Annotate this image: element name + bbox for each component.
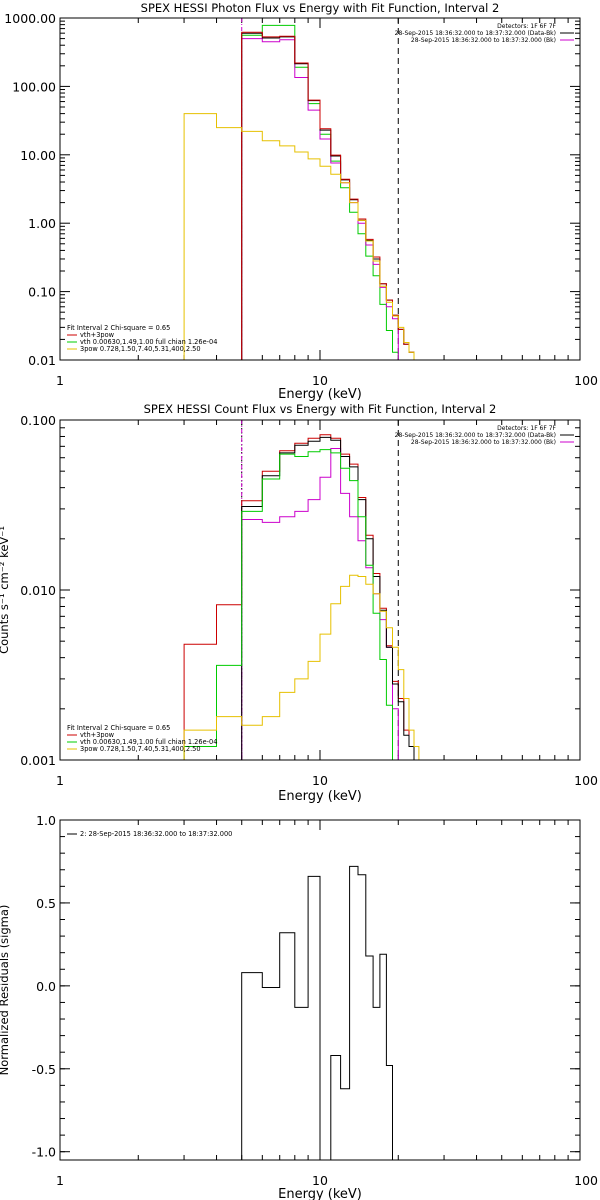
y-tick-label: 1000.00	[4, 11, 56, 26]
x-tick-label: 1	[56, 773, 64, 788]
series-histogram-2	[241, 32, 415, 360]
y-tick-label: 0.10	[28, 285, 56, 300]
legend-entry: 2: 28-Sep-2015 18:36:32.000 to 18:37:32.…	[80, 830, 232, 838]
x-axis-label: Energy (keV)	[278, 387, 362, 402]
series-histogram-1	[241, 448, 399, 760]
chart-1: SPEX HESSI Photon Flux vs Energy with Fi…	[4, 1, 598, 402]
legend-entry: 3pow 0.728,1.50,7.40,5.31,400,2.50	[80, 345, 201, 353]
y-tick-label: 0.0	[36, 979, 56, 994]
x-tick-label: 100	[574, 1173, 598, 1188]
y-axis-label: Counts s⁻¹ cm⁻² keV⁻¹	[0, 526, 11, 654]
chart-2: SPEX HESSI Count Flux vs Energy with Fit…	[0, 402, 598, 804]
chart-title: SPEX HESSI Count Flux vs Energy with Fit…	[144, 402, 497, 416]
y-tick-label: -0.5	[32, 1062, 56, 1077]
x-tick-label: 10	[312, 1173, 328, 1188]
x-axis-label: Energy (keV)	[278, 789, 362, 804]
legend-entry: Fit Interval 2 Chi-square = 0.65	[67, 724, 170, 732]
legend-entry: vth+3pow	[80, 731, 115, 739]
chart-title: SPEX HESSI Photon Flux vs Energy with Fi…	[141, 1, 500, 15]
x-tick-label: 100	[574, 773, 598, 788]
y-axis-label: Normalized Residuals (sigma)	[0, 905, 11, 1076]
series-histogram-1	[241, 38, 399, 360]
legend-entry: Fit Interval 2 Chi-square = 0.65	[67, 324, 170, 332]
legend-entry: vth 0.00630,1.49,1.00 full chian 1.26e-0…	[80, 338, 217, 346]
plot-frame	[59, 819, 581, 1161]
y-tick-label: 100.00	[12, 79, 56, 94]
y-tick-label: 1.00	[28, 216, 56, 231]
series-histogram-0	[241, 865, 393, 1161]
x-tick-label: 10	[312, 773, 328, 788]
series-histogram-2	[241, 436, 415, 760]
legend-entry: vth 0.00630,1.49,1.00 full chian 1.26e-0…	[80, 738, 217, 746]
y-tick-label: 10.00	[20, 148, 56, 163]
x-tick-label: 1	[56, 1173, 64, 1188]
series-histogram-4	[183, 113, 419, 361]
info-line: Detectors: 1F 6F 7F	[497, 425, 556, 432]
series-histogram-3	[241, 31, 415, 360]
y-tick-label: 0.001	[20, 753, 56, 768]
plot-frame	[59, 419, 581, 761]
legend-entry: 3pow 0.728,1.50,7.40,5.31,400,2.50	[80, 745, 201, 753]
info-line: 28-Sep-2015 18:36:32.000 to 18:37:32.000…	[395, 30, 556, 37]
series-histogram-4	[183, 574, 420, 760]
series-histogram-3	[183, 449, 393, 760]
x-tick-label: 1	[56, 373, 64, 388]
y-tick-label: 0.100	[20, 413, 56, 428]
plot-frame	[59, 17, 581, 361]
y-tick-label: 0.01	[28, 353, 56, 368]
info-line: 28-Sep-2015 18:36:32.000 to 18:37:32.000…	[395, 432, 556, 439]
info-line: 28-Sep-2015 18:36:32.000 to 18:37:32.000…	[411, 37, 556, 44]
y-tick-label: 0.010	[20, 583, 56, 598]
chart-3: 1 10 100 -1.0 -0.5 0.0 0.5 1.0 Energy (keV) Norma…	[0, 813, 598, 1200]
y-tick-label: -1.0	[32, 1145, 56, 1160]
info-line: 28-Sep-2015 18:36:32.000 to 18:37:32.000…	[411, 439, 556, 446]
series-histogram-0	[241, 24, 399, 360]
legend-entry: vth+3pow	[80, 331, 115, 339]
x-tick-label: 10	[312, 373, 328, 388]
y-tick-label: 0.5	[36, 896, 56, 911]
y-tick-label: 1.0	[36, 813, 56, 828]
info-line: Detectors: 1F 6F 7F	[497, 23, 556, 30]
x-tick-label: 100	[574, 373, 598, 388]
x-axis-label: Energy (keV)	[278, 1187, 362, 1200]
